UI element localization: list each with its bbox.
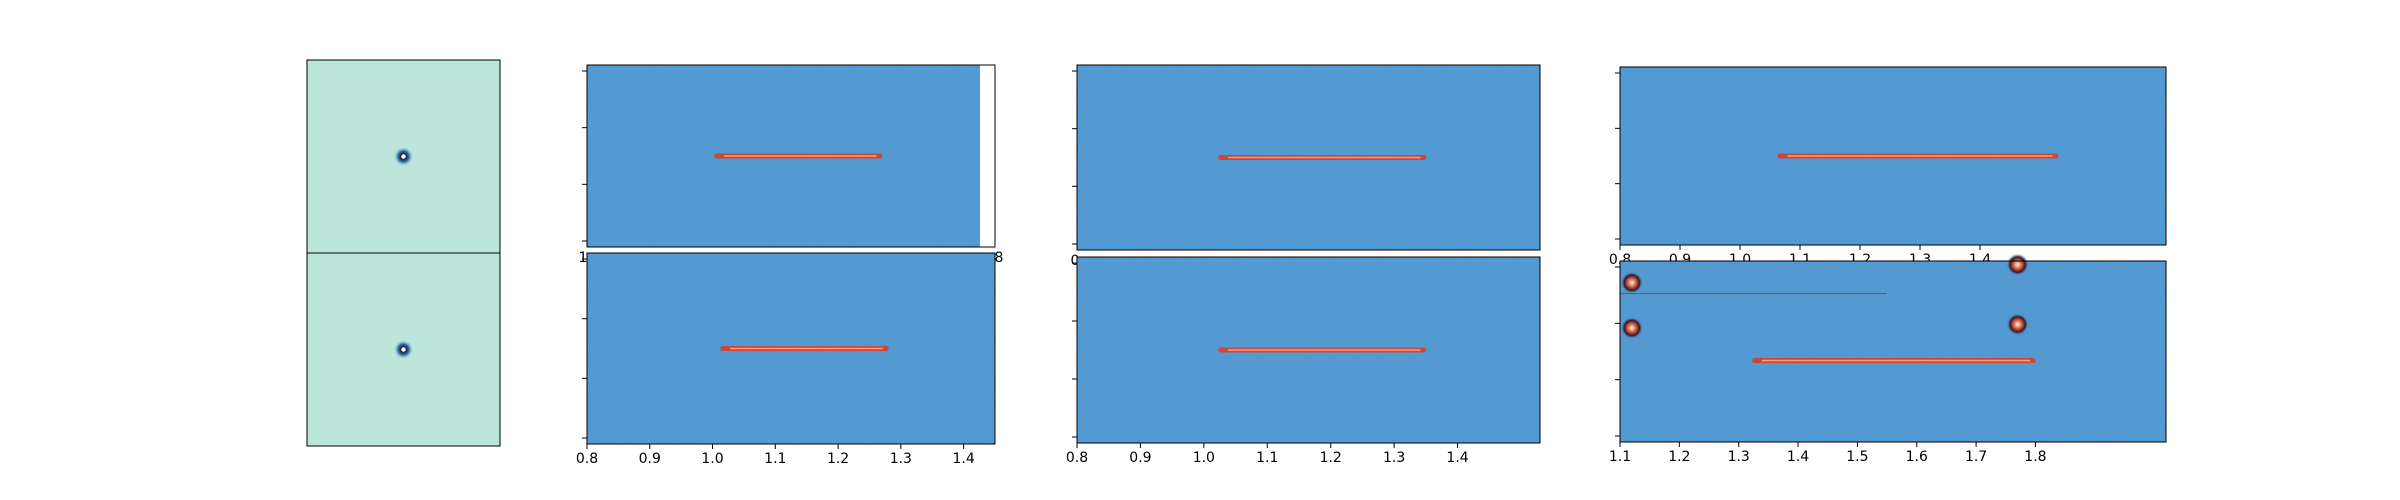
xtick-label: 1.0 xyxy=(701,451,723,467)
image-noise xyxy=(1620,261,2166,442)
axes-frame xyxy=(306,252,501,447)
xtick-label: 1 xyxy=(579,250,588,266)
xtick-label: 8 xyxy=(995,250,1004,266)
panel-psf-top xyxy=(306,59,501,254)
axes-frame xyxy=(586,252,996,445)
panel-psf-bottom xyxy=(306,252,501,447)
panel-col3-bottom: 1.1 1.2 1.3 1.4 1.5 1.6 1.7 1.8 xyxy=(1609,253,2167,465)
panel-col2-bottom: 0.8 0.9 1.0 1.1 1.2 1.3 1.4 xyxy=(1066,256,1541,466)
xtick-label: 0.9 xyxy=(639,451,661,467)
xtick-label: 0.8 xyxy=(1066,450,1088,466)
axes-frame xyxy=(1076,64,1541,251)
xtick-label: 1.2 xyxy=(827,451,849,467)
xtick-label: 1.8 xyxy=(2024,449,2046,465)
xtick-label: 1.4 xyxy=(1787,449,1809,465)
xtick-label: 1.6 xyxy=(1906,449,1928,465)
xtick-label: 1.2 xyxy=(1320,450,1342,466)
xtick-label: 1.3 xyxy=(1728,449,1750,465)
xtick-label: 1.4 xyxy=(1446,450,1468,466)
xtick-label: 1.5 xyxy=(1846,449,1868,465)
xtick-label: 1.0 xyxy=(1193,450,1215,466)
xtick-label: 1.4 xyxy=(952,451,974,467)
point-source xyxy=(2006,253,2029,276)
axes-frame xyxy=(1619,66,2167,246)
axes-frame xyxy=(1076,256,1541,444)
point-source xyxy=(1620,316,1643,339)
xtick-label: 1.1 xyxy=(1609,449,1631,465)
xtick-label: 1.2 xyxy=(1668,449,1690,465)
point-source-core xyxy=(401,347,406,352)
xtick-label: 0.9 xyxy=(1129,450,1151,466)
point-source-core xyxy=(401,154,406,159)
xtick-label: 1.3 xyxy=(890,451,912,467)
axes-frame xyxy=(1619,260,2167,443)
point-source xyxy=(1620,271,1643,294)
xtick-label: 1.7 xyxy=(1965,449,1987,465)
panel-col2-top: 0 xyxy=(1071,64,1541,269)
xtick-label: 1.3 xyxy=(1383,450,1405,466)
axes-frame xyxy=(586,64,996,248)
xtick-label: 1.1 xyxy=(764,451,786,467)
point-source xyxy=(2006,313,2029,336)
panel-col1-bottom: 0.8 0.9 1.0 1.1 1.2 1.3 1.4 xyxy=(576,252,996,467)
xtick-label: 0 xyxy=(1071,253,1080,269)
xtick-label: 0.8 xyxy=(576,451,598,467)
panel-col3-top: 0.8 0.9 1.0 1.1 1.2 1.3 1.4 xyxy=(1609,66,2167,268)
xtick-label: 1.1 xyxy=(1256,450,1278,466)
